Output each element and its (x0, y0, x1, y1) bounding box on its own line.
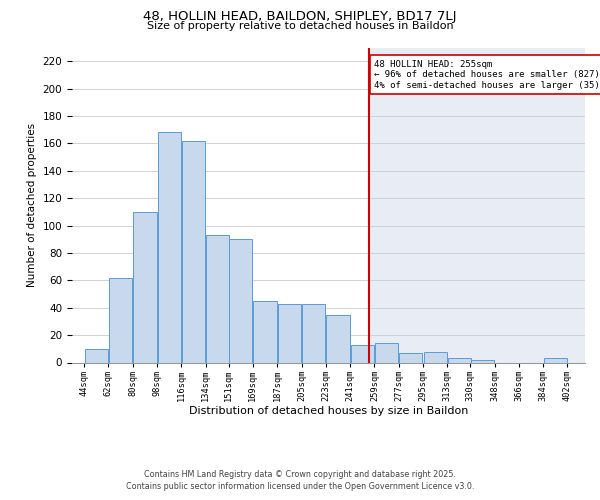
Bar (471, 360, 494, 362)
Bar (109, 278, 132, 362)
Bar (253, 301, 277, 362)
Bar (424, 352, 447, 362)
Text: 48 HOLLIN HEAD: 255sqm
← 96% of detached houses are smaller (827)
4% of semi-det: 48 HOLLIN HEAD: 255sqm ← 96% of detached… (374, 60, 600, 90)
Bar (158, 132, 181, 362)
Bar (278, 304, 301, 362)
Bar (326, 314, 350, 362)
Bar (302, 304, 325, 362)
Text: 48, HOLLIN HEAD, BAILDON, SHIPLEY, BD17 7LJ: 48, HOLLIN HEAD, BAILDON, SHIPLEY, BD17 … (143, 10, 457, 23)
Text: Contains HM Land Registry data © Crown copyright and database right 2025.
Contai: Contains HM Land Registry data © Crown c… (126, 470, 474, 491)
Bar (133, 212, 157, 362)
Bar (182, 140, 205, 362)
Text: Size of property relative to detached houses in Baildon: Size of property relative to detached ho… (146, 21, 454, 31)
Bar (369, 48, 585, 362)
Bar (206, 235, 229, 362)
Bar (72, 48, 369, 362)
X-axis label: Distribution of detached houses by size in Baildon: Distribution of detached houses by size … (189, 406, 468, 416)
Bar (375, 344, 398, 362)
Y-axis label: Number of detached properties: Number of detached properties (27, 123, 37, 287)
Bar (448, 358, 471, 362)
Bar (544, 358, 567, 362)
Bar (350, 344, 374, 362)
Bar (85, 349, 108, 362)
Bar (399, 353, 422, 362)
Bar (229, 239, 253, 362)
